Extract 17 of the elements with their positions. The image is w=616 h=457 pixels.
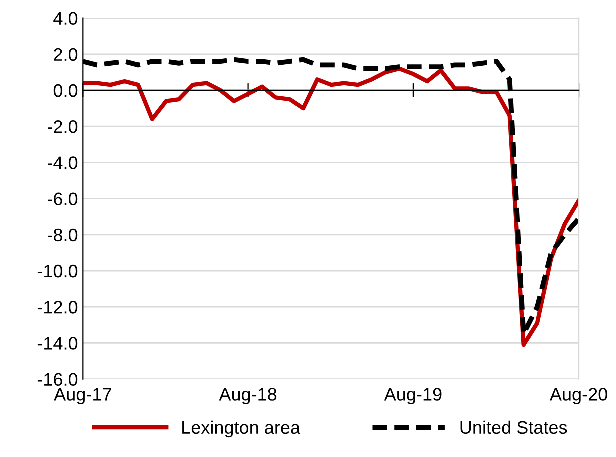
y-tick-label: -14.0 [38,337,78,350]
y-tick-label: -8.0 [48,228,78,242]
y-tick-label: -12.0 [38,301,78,314]
y-tick-label: -10.0 [38,264,78,278]
y-tick-label: 4.0 [54,12,78,25]
x-tick-label: Aug-20 [550,388,608,404]
legend-label: Lexington area [182,420,301,438]
x-tick-label: Aug-18 [219,388,277,404]
y-tick-label: -2.0 [48,120,78,134]
x-tick-label: Aug-17 [54,388,112,404]
x-tick-label: Aug-19 [384,388,442,404]
y-tick-label: -4.0 [48,156,78,170]
y-tick-label: 0.0 [54,84,78,98]
y-tick-label: -6.0 [48,192,78,206]
y-tick-label: 2.0 [54,48,78,62]
legend-label: United States [460,420,568,434]
y-tick-label: -16.0 [38,373,78,386]
